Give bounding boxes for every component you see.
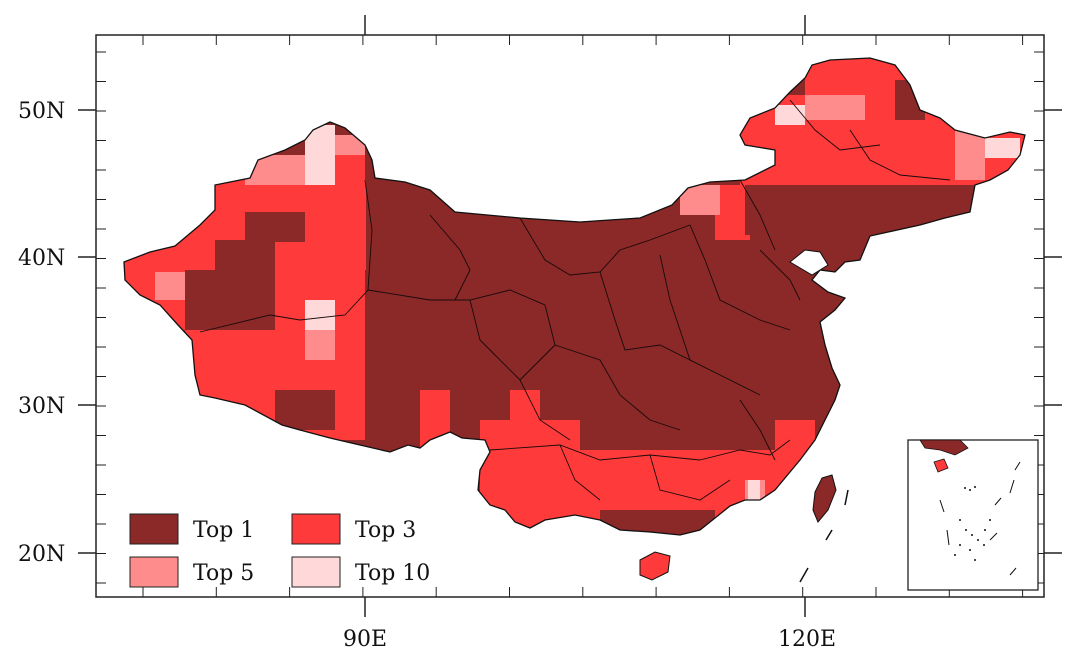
legend-label-top1: Top 1	[193, 518, 254, 543]
legend-swatch-top10	[291, 556, 341, 588]
south-china-sea-inset	[907, 439, 1039, 591]
offshore-marks	[799, 489, 849, 583]
hainan-island	[639, 551, 671, 581]
x-tick-label-120e: 120E	[778, 627, 836, 652]
legend-swatch-top1	[129, 513, 179, 545]
major-ticks	[78, 15, 1062, 617]
legend-label-top3: Top 3	[355, 518, 416, 543]
taiwan-island	[812, 474, 837, 523]
y-tick-label-40n: 40N	[18, 246, 65, 271]
y-tick-label-50n: 50N	[18, 99, 65, 124]
y-tick-label-20n: 20N	[18, 542, 65, 567]
legend-label-top10: Top 10	[355, 561, 430, 586]
legend-label-top5: Top 5	[193, 561, 254, 586]
region-top10-cells	[305, 105, 1020, 500]
province-boundaries	[199, 99, 951, 501]
legend-swatch-top3	[291, 513, 341, 545]
legend: Top 1 Top 3 Top 5 Top 10	[129, 513, 430, 588]
legend-swatch-top5	[129, 556, 179, 588]
x-tick-label-90e: 90E	[343, 627, 387, 652]
y-tick-label-30n: 30N	[18, 394, 65, 419]
bohai-coast	[789, 249, 829, 276]
minor-ticks	[96, 35, 1044, 597]
